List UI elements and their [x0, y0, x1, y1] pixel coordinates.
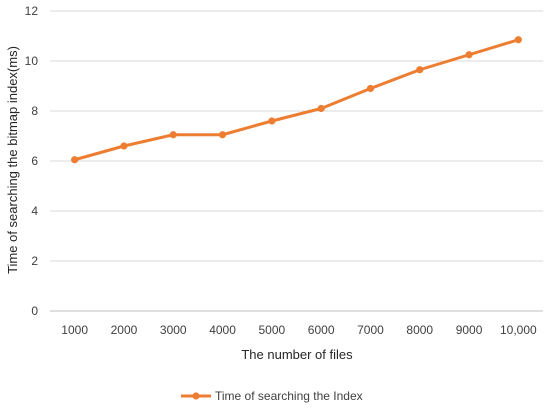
x-tick-label: 10,000: [500, 323, 537, 337]
x-tick-label: 9000: [456, 323, 483, 337]
data-point: [514, 36, 522, 44]
legend-label: Time of searching the Index: [215, 389, 363, 403]
x-tick-label: 7000: [357, 323, 384, 337]
legend: Time of searching the Index: [181, 389, 363, 403]
data-point: [120, 142, 128, 150]
y-tick-label: 0: [31, 304, 38, 318]
y-tick-label: 2: [31, 254, 38, 268]
y-tick-label: 4: [31, 204, 38, 218]
x-tick-label: 8000: [406, 323, 433, 337]
x-tick-label: 4000: [209, 323, 236, 337]
y-tick-label: 10: [25, 54, 39, 68]
series-layer: [71, 36, 522, 164]
series-line: [74, 38, 519, 162]
data-point: [317, 104, 325, 113]
x-axis-title: The number of files: [241, 347, 353, 362]
legend-marker-swatch: [192, 392, 200, 400]
y-tick-label: 8: [31, 104, 38, 118]
data-point: [169, 131, 177, 139]
y-tick-labels: 0 2 4 6 8 10 12: [25, 4, 39, 318]
y-axis-title: Time of searching the bitmap index(ms): [5, 46, 20, 274]
y-tick-label: 12: [25, 4, 39, 18]
x-tick-label: 5000: [258, 323, 285, 337]
x-tick-label: 3000: [160, 323, 187, 337]
data-point: [416, 66, 424, 74]
x-tick-label: 6000: [308, 323, 335, 337]
data-point: [465, 51, 473, 59]
x-tick-labels: 1000 2000 3000 4000 5000 6000 7000 8000 9000 10,0…: [61, 323, 537, 337]
x-tick-label: 2000: [111, 323, 138, 337]
x-tick-label: 1000: [61, 323, 88, 337]
data-point: [218, 131, 227, 139]
data-point: [268, 117, 276, 125]
y-tick-label: 6: [31, 154, 38, 168]
data-point: [366, 84, 375, 93]
data-point: [71, 156, 79, 164]
gridlines: [50, 10, 543, 312]
